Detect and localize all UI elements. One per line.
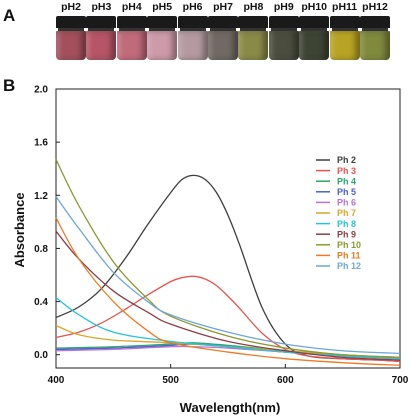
y-tick-label: 0.4	[34, 297, 48, 308]
vial-ph-label: pH2	[61, 1, 81, 13]
vial-neck	[149, 28, 176, 31]
legend-entry-label: Ph 10	[337, 240, 361, 250]
vial-cap	[56, 16, 86, 28]
legend-entry-label: Ph 2	[337, 155, 356, 165]
vial-ph-label: pH12	[362, 1, 388, 13]
vial-cap	[177, 16, 208, 28]
vial-neck	[58, 28, 84, 31]
vial-ph-label: pH8	[243, 1, 264, 13]
vial-neck	[331, 28, 358, 31]
legend-entry-label: Ph 9	[337, 229, 356, 239]
vial-ph-label: pH5	[152, 1, 173, 13]
series-line	[55, 217, 401, 366]
vial-cap	[329, 16, 360, 28]
legend-entry-label: Ph 12	[337, 261, 361, 271]
x-axis-label: Wavelength(nm)	[180, 400, 281, 415]
vial-cap	[147, 16, 178, 28]
vial: pH11	[329, 1, 360, 61]
vial-neck	[270, 28, 297, 31]
vial-cap	[238, 16, 269, 28]
vial-ph-label: pH10	[301, 1, 328, 13]
vial-row: pH2 pH3 pH4 pH5 pH6 pH7 pH8 pH9 pH10 pH11 pH12	[56, 1, 390, 61]
vial-solution	[86, 31, 117, 60]
vial: pH12	[360, 1, 390, 61]
vial-solution	[116, 31, 147, 60]
vial-solution	[329, 31, 360, 60]
y-tick-label: 2.0	[34, 85, 48, 96]
vial: pH6	[177, 1, 208, 61]
vial: pH3	[86, 1, 117, 61]
y-tick-label: 0.8	[34, 244, 48, 255]
legend-entry-label: Ph 11	[337, 251, 361, 261]
vial-neck	[118, 28, 145, 31]
vial-ph-label: pH4	[121, 1, 142, 13]
series-line	[55, 159, 401, 359]
series-line	[55, 297, 401, 360]
x-tick-label: 400	[48, 375, 65, 386]
y-tick-label: 1.2	[34, 191, 48, 202]
y-axis-label: Absorbance	[12, 192, 27, 267]
legend-entry-label: Ph 6	[337, 198, 356, 208]
vial-solution	[299, 31, 330, 60]
vial-neck	[88, 28, 115, 31]
vial-solution	[56, 31, 86, 60]
vial-solution	[147, 31, 178, 60]
vial-solution	[360, 31, 390, 60]
legend-entry-label: Ph 4	[337, 176, 356, 186]
vial-solution	[238, 31, 269, 60]
vial-neck	[362, 28, 388, 31]
vial: pH2	[56, 1, 86, 61]
vial-ph-label: pH7	[213, 1, 233, 13]
vial-neck	[210, 28, 236, 31]
legend-entry-label: Ph 3	[337, 166, 356, 176]
x-tick-label: 700	[392, 375, 409, 386]
vial-cap	[268, 16, 299, 28]
vial-cap	[299, 16, 330, 28]
vial-solution	[268, 31, 299, 60]
vial-neck	[301, 28, 328, 31]
plot-frame	[55, 88, 401, 369]
vial-ph-label: pH11	[332, 1, 358, 13]
vial-cap	[116, 16, 147, 28]
y-tick-label: 1.6	[34, 138, 48, 149]
legend-entry-label: Ph 8	[337, 219, 356, 229]
series-line	[55, 230, 401, 361]
vial: pH5	[147, 1, 178, 61]
vial: pH4	[116, 1, 147, 61]
vial-cap	[360, 16, 390, 28]
vial: pH9	[268, 1, 299, 61]
vial-ph-label: pH9	[273, 1, 294, 13]
vial-cap	[208, 16, 238, 28]
vial-neck	[179, 28, 206, 31]
panel-a-label: A	[3, 6, 16, 25]
vial: pH10	[299, 1, 330, 61]
legend-entry-label: Ph 5	[337, 187, 356, 197]
vial-solution	[177, 31, 208, 60]
vial: pH8	[238, 1, 269, 61]
vial-ph-label: pH3	[91, 1, 112, 13]
vial-ph-label: pH6	[182, 1, 203, 13]
legend-entry-label: Ph 7	[337, 208, 356, 218]
y-tick-label: 0.0	[34, 350, 48, 361]
x-tick-label: 600	[277, 375, 294, 386]
vial: pH7	[208, 1, 238, 61]
x-tick-label: 500	[162, 375, 179, 386]
series-line	[55, 196, 401, 355]
vial-neck	[240, 28, 267, 31]
vial-cap	[86, 16, 117, 28]
panel-b-label: B	[3, 76, 16, 95]
vial-solution	[208, 31, 238, 60]
